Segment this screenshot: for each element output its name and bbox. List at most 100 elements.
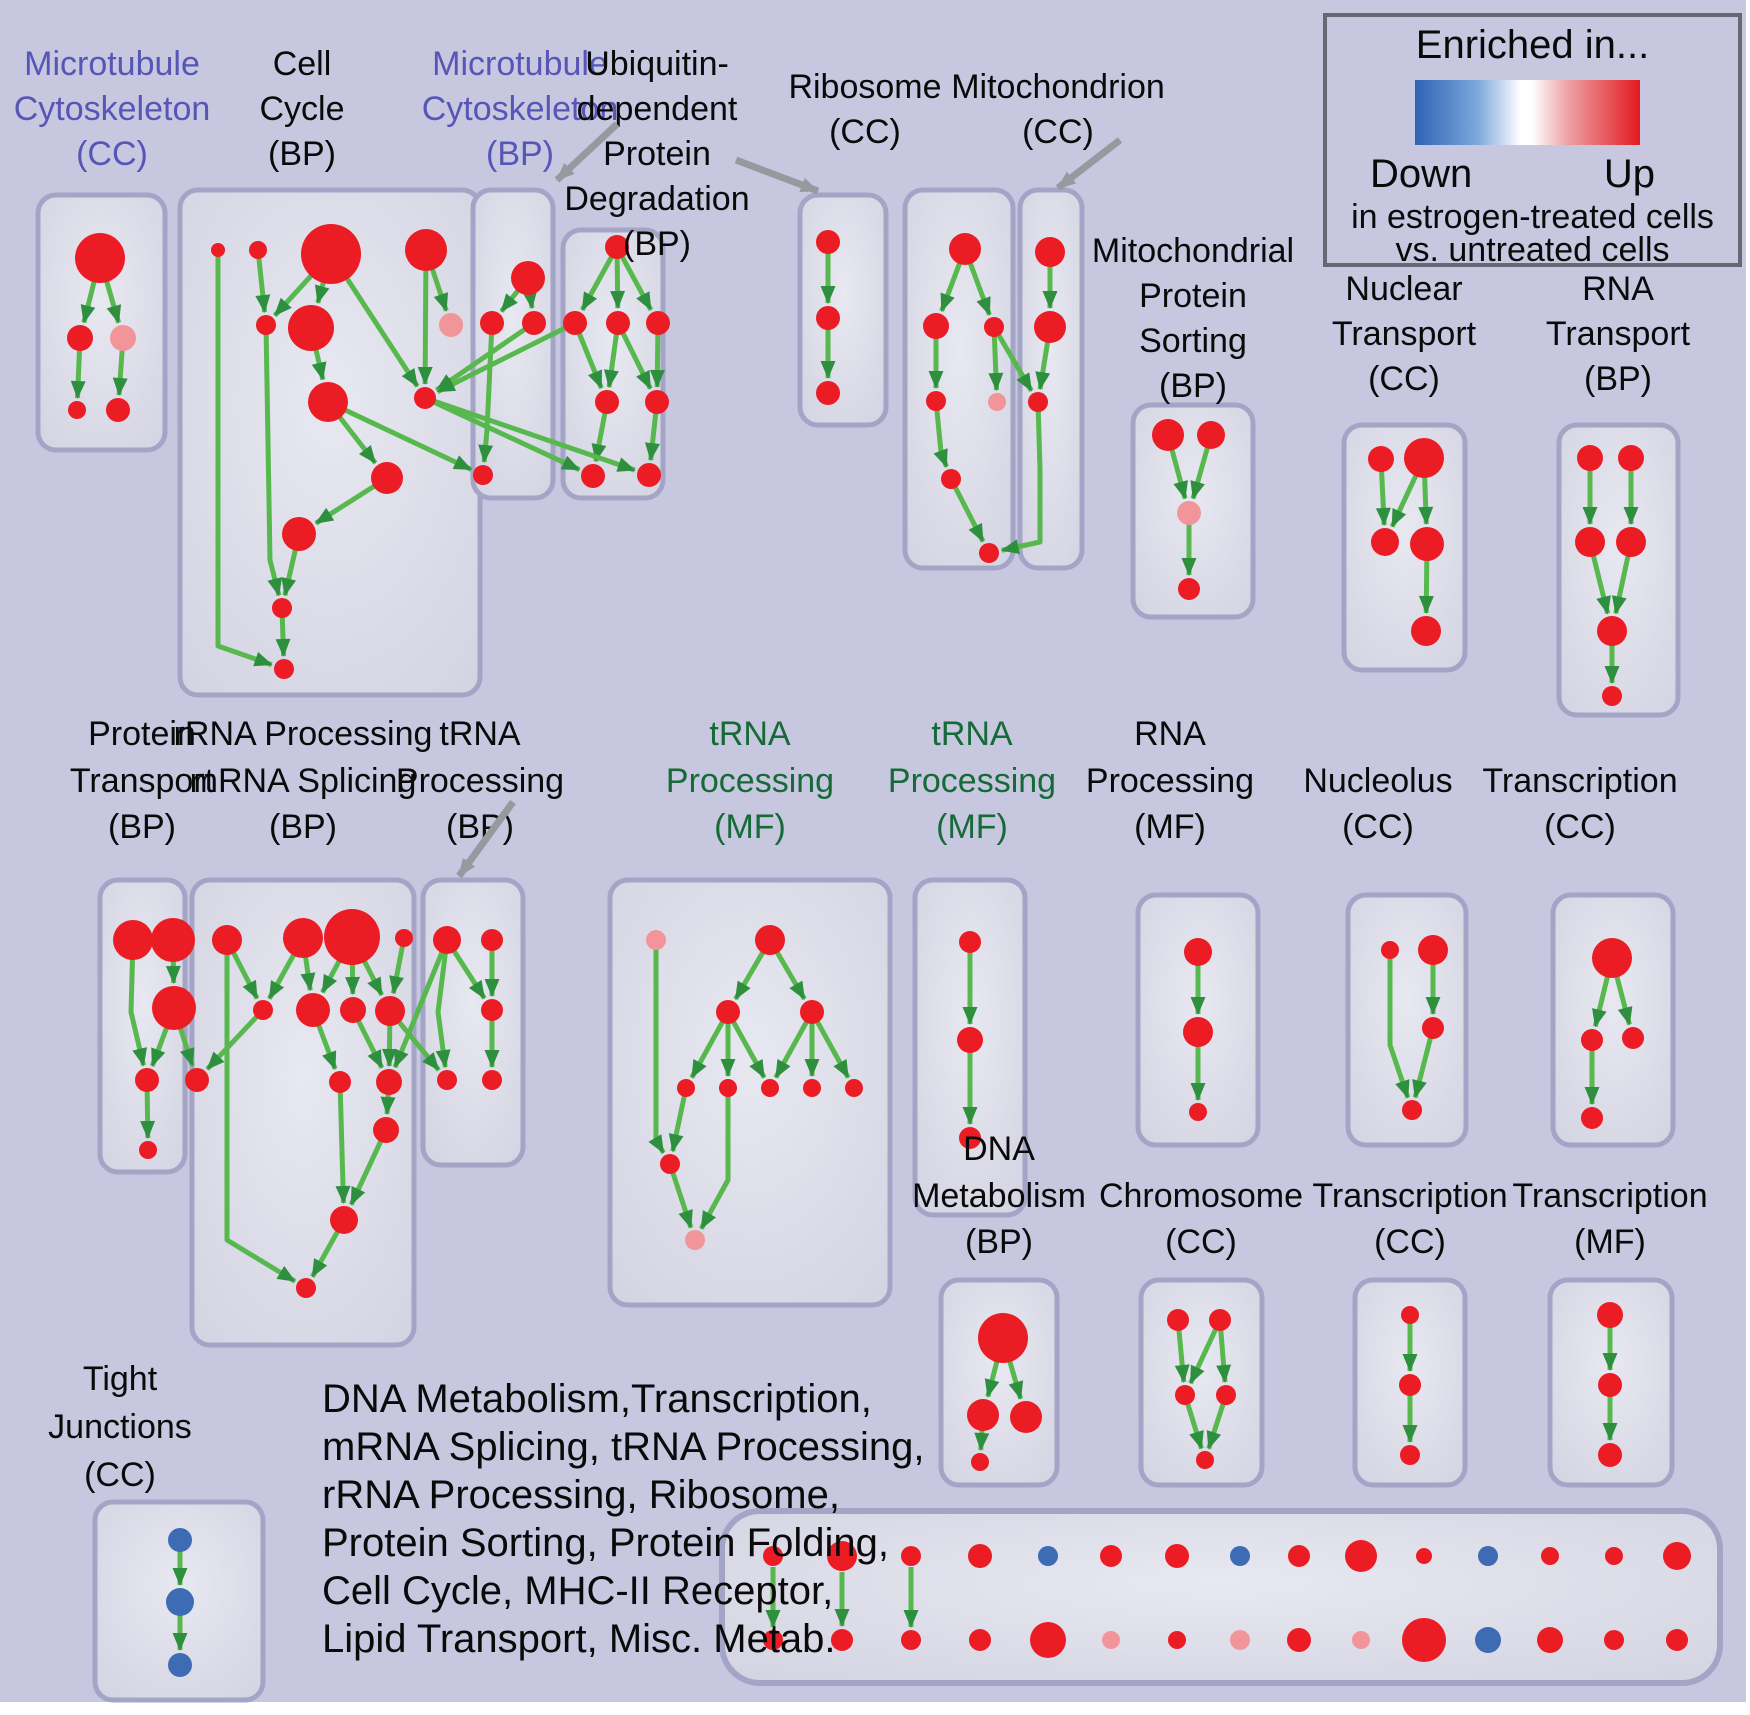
go-term-node-tight_j-a (168, 1528, 192, 1552)
edge-rrna-t4-m4 (389, 937, 407, 995)
go-term-node-mt_cc-d (68, 401, 86, 419)
free-label-ubiquitin: Protein (603, 135, 711, 173)
go-term-node-prot_tr-bt (139, 1141, 157, 1159)
go-term-node-bottom-top-4 (968, 1544, 992, 1568)
group-label-tmf_big: (MF) (714, 808, 786, 846)
cross-edge-tbp-tl-rrna-l3 (392, 939, 450, 1069)
go-term-node-tmf_small-a (959, 931, 981, 953)
go-term-node-bottom-top-15 (1663, 1542, 1691, 1570)
go-term-node-nucleolus-bg (1418, 935, 1448, 965)
go-term-node-ub1-a3 (646, 311, 670, 335)
edge-rrna-t1-bt (224, 940, 297, 1284)
group-label-dna_met: Metabolism (912, 1177, 1086, 1215)
go-term-node-chrom-ml (1175, 1385, 1195, 1405)
go-term-node-ub1-a1 (563, 311, 587, 335)
go-term-node-cc-n13 (274, 659, 294, 679)
go-term-node-mps-tl (1152, 419, 1184, 451)
group-label-dna_met: DNA (963, 1130, 1035, 1168)
go-term-node-bottom-bot-14 (1604, 1630, 1624, 1650)
go-term-node-bottom-top-6 (1100, 1545, 1122, 1567)
go-term-node-bottom-top-10 (1345, 1540, 1377, 1572)
edge-tmf_big-mr-b3 (773, 1010, 815, 1079)
group-label-mt_bp: Microtubule (432, 45, 608, 83)
go-term-node-bottom-bot-15 (1666, 1629, 1688, 1651)
go-term-node-bottom-top-11 (1416, 1548, 1432, 1564)
go-term-node-tmf_big-b1 (677, 1079, 695, 1097)
group-box-dna_met (938, 1277, 1060, 1488)
edge-rib-s1-j (933, 400, 949, 468)
go-term-node-tight_j-b (166, 1588, 194, 1616)
go-term-node-tr_mf-c (1598, 1443, 1622, 1467)
go-term-node-tr_cc_up-bt (1581, 1107, 1603, 1129)
edge-rib-j-bt (948, 477, 986, 543)
go-term-node-cc-n11 (282, 517, 316, 551)
free-label-ubiquitin: Degradation (564, 180, 749, 218)
go-term-node-mt_bp-b1 (473, 465, 493, 485)
misc-cluster-text: Protein Sorting, Protein Folding, (322, 1521, 889, 1565)
group-box-mt_cc (35, 192, 168, 453)
cross-edge-ub1-a1-cc-n8 (436, 320, 577, 394)
group-label-rrna: (BP) (269, 808, 337, 846)
go-term-node-rrna-t1 (212, 925, 242, 955)
edge-cc-n4-n12 (263, 324, 283, 597)
gray-pointer-arrow-to-ubiquitin-box1 (554, 121, 620, 183)
group-label-rna_tr: Transport (1546, 315, 1691, 353)
go-term-node-rib-j (941, 469, 961, 489)
legend-subtitle-1: in estrogen-treated cells (1351, 198, 1714, 236)
go-term-node-dna_met-mr (1010, 1401, 1042, 1433)
go-term-node-tbp-bl (437, 1070, 457, 1090)
go-term-node-ub1-c1 (581, 464, 605, 488)
free-label-ubiquitin: (BP) (623, 225, 691, 263)
go-term-node-nucleolus-sm (1381, 941, 1399, 959)
go-term-node-cc-n3 (405, 229, 447, 271)
go-term-node-mt_bp-m2 (522, 311, 546, 335)
go-term-node-bottom-bot-13 (1537, 1627, 1563, 1653)
go-term-node-chrom-tl (1167, 1309, 1189, 1331)
go-term-node-mito-m (1034, 311, 1066, 343)
go-term-node-cc-n12 (272, 598, 292, 618)
go-term-node-tr_mf-a (1597, 1302, 1623, 1328)
go-term-node-tr_cc_up-ml (1581, 1029, 1603, 1051)
go-term-node-bottom-bot-3 (901, 1630, 921, 1650)
group-label-tmf_small: tRNA (931, 715, 1013, 753)
go-term-node-prot_tr-b1 (113, 920, 153, 960)
misc-cluster-text: DNA Metabolism,Transcription, (322, 1377, 872, 1421)
edge-tmf_big-ml-b3 (725, 1010, 767, 1079)
group-label-rna_tr: RNA (1582, 270, 1654, 308)
go-term-node-prot_tr-sl (135, 1068, 159, 1092)
legend-color-scale (1415, 80, 1640, 145)
group-label-nucleolus: (CC) (1342, 808, 1414, 846)
group-label-tr_cc_up: Transcription (1482, 762, 1677, 800)
misc-cluster-text: rRNA Processing, Ribosome, (322, 1473, 840, 1517)
go-term-node-mt_bp-m1 (480, 311, 504, 335)
go-term-node-tmf_big-mr (800, 1000, 824, 1024)
go-term-node-cc-n4 (256, 315, 276, 335)
misc-cluster-text: Cell Cycle, MHC-II Receptor, (322, 1569, 833, 1613)
go-term-node-rna_tr-tl (1577, 445, 1603, 471)
edge-rrna-l2-k (335, 1081, 351, 1205)
misc-cluster-text: Lipid Transport, Misc. Metab. (322, 1617, 836, 1661)
go-term-node-cc-n9 (371, 462, 403, 494)
go-term-node-rib-pk (988, 393, 1006, 411)
go-term-node-rnap_mf-b (1183, 1017, 1213, 1047)
group-label-nuc_tr: (CC) (1368, 360, 1440, 398)
go-term-node-bottom-top-1 (763, 1546, 783, 1566)
group-label-tight_j: (CC) (84, 1456, 156, 1494)
group-label-rna_tr: (BP) (1584, 360, 1652, 398)
edge-tmf_big-b1-j (668, 1087, 689, 1153)
go-term-node-cc-n8 (414, 387, 436, 409)
go-term-node-rrna-m2 (296, 993, 330, 1027)
go-term-node-rna_tr-ml (1575, 527, 1605, 557)
go-term-node-ub1-c2 (637, 463, 661, 487)
go-term-node-rib-bt (979, 543, 999, 563)
group-label-tmf_small: Processing (888, 762, 1056, 800)
go-term-node-tr_cc_low-b (1399, 1374, 1421, 1396)
gray-pointer-arrow-to-ubiquitin-box2 (734, 156, 820, 195)
go-term-node-nucleolus-mid (1422, 1017, 1444, 1039)
group-label-tight_j: Junctions (48, 1408, 192, 1446)
go-term-node-rib-s1 (926, 391, 946, 411)
go-term-node-rna_tr-b (1602, 686, 1622, 706)
go-term-node-bottom-bot-4 (969, 1629, 991, 1651)
